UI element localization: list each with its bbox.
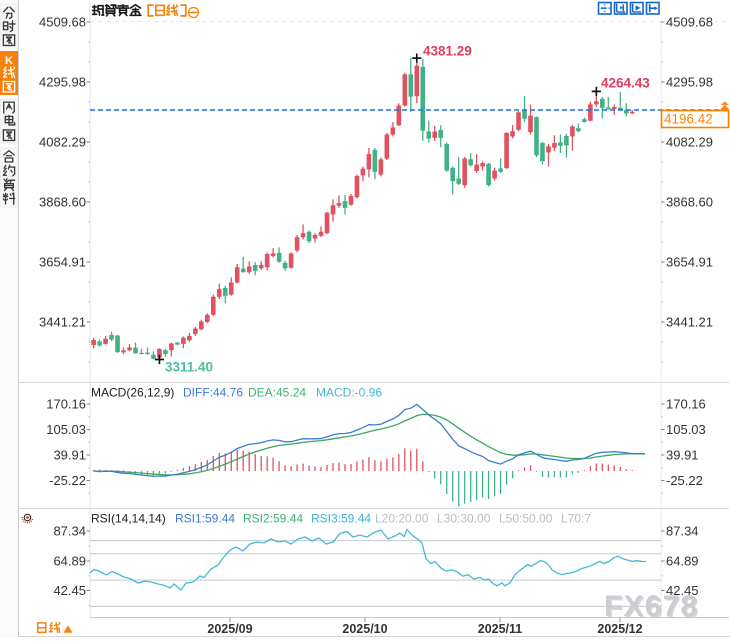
svg-text:RSI3:59.44: RSI3:59.44: [311, 512, 371, 526]
svg-text:87.34: 87.34: [53, 524, 86, 539]
svg-text:2025/09: 2025/09: [207, 622, 252, 636]
svg-text:64.89: 64.89: [666, 554, 699, 569]
svg-text:MACD(26,12,9): MACD(26,12,9): [91, 386, 174, 400]
svg-text:L20:20.00: L20:20.00: [375, 512, 429, 526]
svg-text:DEA:45.24: DEA:45.24: [248, 386, 306, 400]
svg-text:RSI1:59.44: RSI1:59.44: [175, 512, 235, 526]
svg-text:DIFF:44.76: DIFF:44.76: [183, 386, 243, 400]
svg-text:-25.22: -25.22: [666, 473, 703, 488]
svg-text:4509.68: 4509.68: [39, 15, 86, 30]
svg-text:2025/12: 2025/12: [597, 622, 642, 636]
svg-text:L30:30.00: L30:30.00: [437, 512, 491, 526]
svg-text:4264.43: 4264.43: [601, 76, 650, 91]
svg-text:RSI(14,14,14): RSI(14,14,14): [91, 512, 166, 526]
svg-text:2025/10: 2025/10: [342, 622, 387, 636]
svg-text:4196.42: 4196.42: [664, 112, 713, 127]
svg-text:3654.91: 3654.91: [39, 255, 86, 270]
svg-text:K: K: [5, 55, 13, 67]
svg-text:105.03: 105.03: [666, 422, 706, 437]
svg-text:3868.60: 3868.60: [39, 195, 86, 210]
svg-text:3654.91: 3654.91: [666, 255, 713, 270]
svg-text:L50:50.00: L50:50.00: [499, 512, 553, 526]
svg-text:42.45: 42.45: [53, 583, 86, 598]
svg-text:MACD:-0.96: MACD:-0.96: [316, 386, 382, 400]
svg-text:105.03: 105.03: [46, 422, 86, 437]
svg-text:L70:7: L70:7: [561, 512, 591, 526]
svg-text:3441.21: 3441.21: [39, 315, 86, 330]
svg-text:3868.60: 3868.60: [666, 195, 713, 210]
svg-text:4295.98: 4295.98: [666, 75, 713, 90]
svg-text:3311.40: 3311.40: [165, 360, 213, 375]
svg-text:4295.98: 4295.98: [39, 75, 86, 90]
svg-text:-25.22: -25.22: [49, 473, 86, 488]
svg-text:39.91: 39.91: [666, 448, 699, 463]
svg-text:4082.29: 4082.29: [666, 135, 713, 150]
svg-text:2025/11: 2025/11: [478, 622, 523, 636]
svg-text:64.89: 64.89: [53, 554, 86, 569]
svg-text:170.16: 170.16: [46, 397, 86, 412]
svg-text:3441.21: 3441.21: [666, 315, 713, 330]
svg-text:170.16: 170.16: [666, 397, 706, 412]
svg-text:RSI2:59.44: RSI2:59.44: [243, 512, 303, 526]
svg-text:87.34: 87.34: [666, 524, 699, 539]
svg-text:4509.68: 4509.68: [666, 15, 713, 30]
svg-text:4082.29: 4082.29: [39, 135, 86, 150]
svg-text:4381.29: 4381.29: [423, 44, 472, 59]
svg-text:FX678: FX678: [604, 590, 698, 623]
svg-text:39.91: 39.91: [53, 448, 86, 463]
